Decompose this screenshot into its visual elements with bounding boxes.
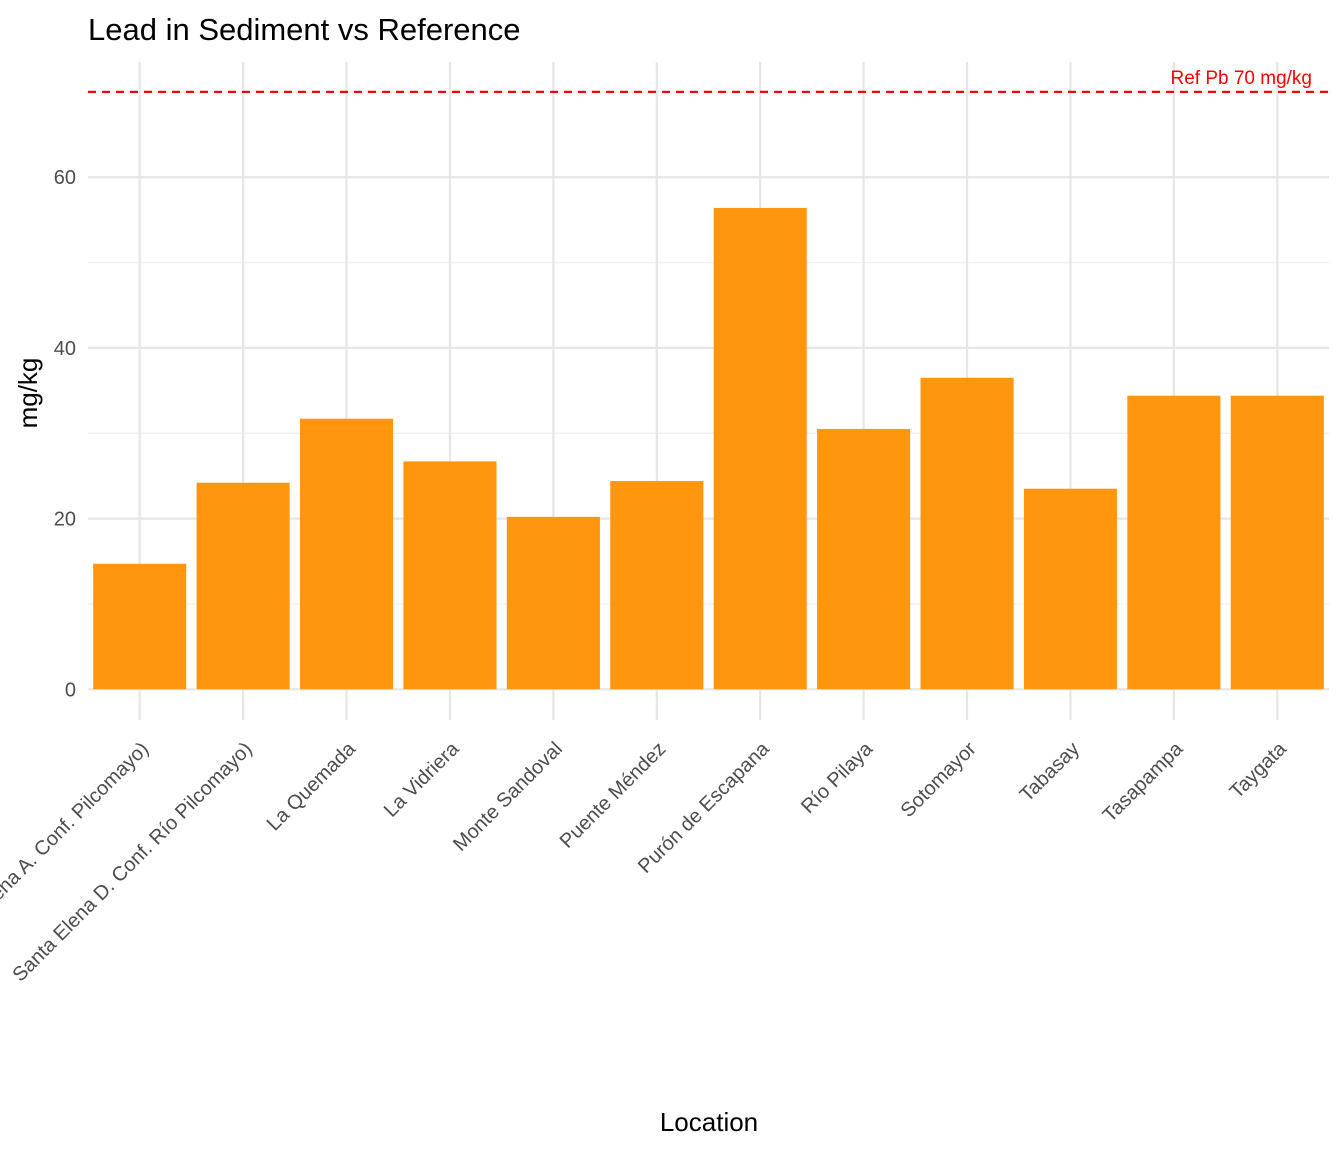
bar xyxy=(610,481,704,690)
bar xyxy=(713,207,807,690)
x-tick-label: Tabasay xyxy=(1016,738,1084,806)
x-tick-label: Monte Sandoval xyxy=(449,738,567,856)
bar xyxy=(93,563,187,690)
bar xyxy=(506,516,600,690)
x-tick-label: Puente Méndez xyxy=(556,738,671,853)
x-tick-labels: Santa Elena A. Conf. Pilcomayo)Santa Ele… xyxy=(0,737,1291,986)
x-tick-label: La Vidriera xyxy=(380,737,464,821)
bar xyxy=(1127,395,1221,690)
y-axis-title: mg/kg xyxy=(13,358,43,429)
x-tick-label: Tasapampa xyxy=(1099,737,1188,826)
chart-title: Lead in Sediment vs Reference xyxy=(88,12,521,47)
x-tick-label: Santa Elena D. Conf. Río Pilcomayo) xyxy=(8,738,256,986)
bar xyxy=(1023,488,1117,690)
bars xyxy=(93,207,1324,690)
x-tick-label: La Quemada xyxy=(263,737,361,835)
y-tick-label: 20 xyxy=(54,509,76,531)
bar xyxy=(817,428,911,690)
x-axis-title: Location xyxy=(660,1107,758,1137)
bar xyxy=(403,461,497,690)
y-tick-label: 40 xyxy=(54,338,76,360)
reference-line-label: Ref Pb 70 mg/kg xyxy=(1170,68,1312,89)
y-tick-label: 0 xyxy=(65,679,76,701)
x-tick-label: Taygata xyxy=(1226,737,1292,803)
bar xyxy=(196,482,290,690)
x-tick-label: Río Pilaya xyxy=(797,737,878,818)
bar xyxy=(920,377,1014,690)
x-tick-label: Sotomayor xyxy=(897,738,981,822)
y-tick-labels: 0 20 40 60 xyxy=(54,167,76,701)
reference-line-group: Ref Pb 70 mg/kg xyxy=(88,68,1329,93)
bar xyxy=(300,418,394,690)
bar xyxy=(1230,395,1324,690)
y-tick-label: 60 xyxy=(54,167,76,189)
